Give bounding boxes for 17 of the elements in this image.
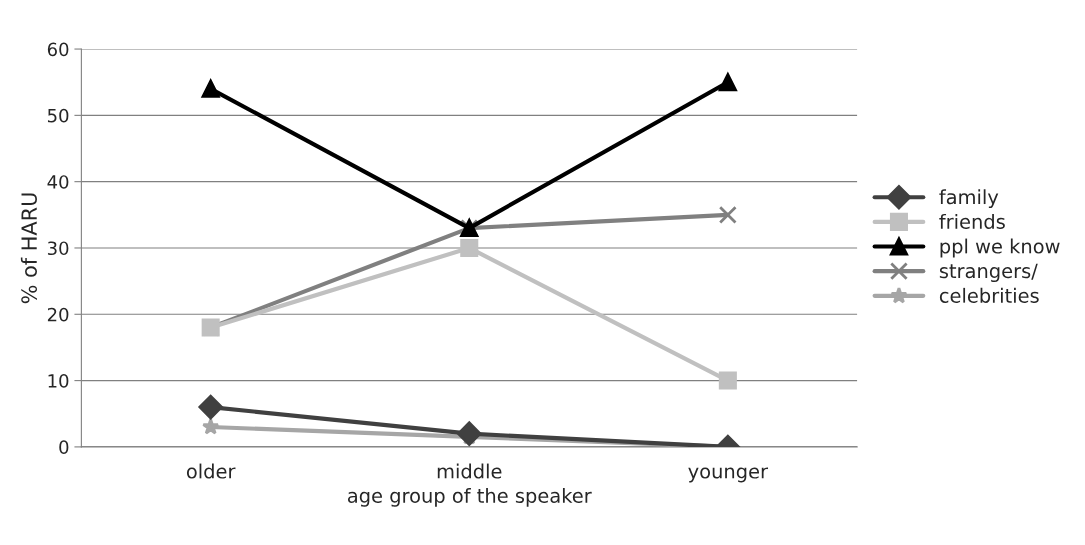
y-tick-label: 0 — [59, 440, 69, 455]
legend-label: family — [939, 189, 999, 209]
y-axis-title: % of HARU — [20, 193, 37, 304]
y-tick-label: 20 — [47, 307, 69, 322]
x-tick-label: younger — [688, 467, 769, 483]
y-tick-label: 50 — [47, 108, 69, 123]
y-tick-label: 60 — [47, 42, 69, 57]
y-tick-label: 40 — [47, 175, 69, 189]
y-tick-label: 10 — [48, 374, 69, 388]
legend-label: ppl we know — [940, 238, 1060, 258]
legend-label: celebrities — [939, 287, 1039, 303]
legend-label: strangers/ — [939, 263, 1038, 283]
legend-label: friends — [939, 213, 1005, 229]
x-tick-label: middle — [437, 463, 502, 479]
x-axis-title: age group of the speaker — [347, 487, 592, 507]
y-tick-label: 30 — [47, 241, 69, 256]
x-tick-label: older — [186, 463, 236, 479]
